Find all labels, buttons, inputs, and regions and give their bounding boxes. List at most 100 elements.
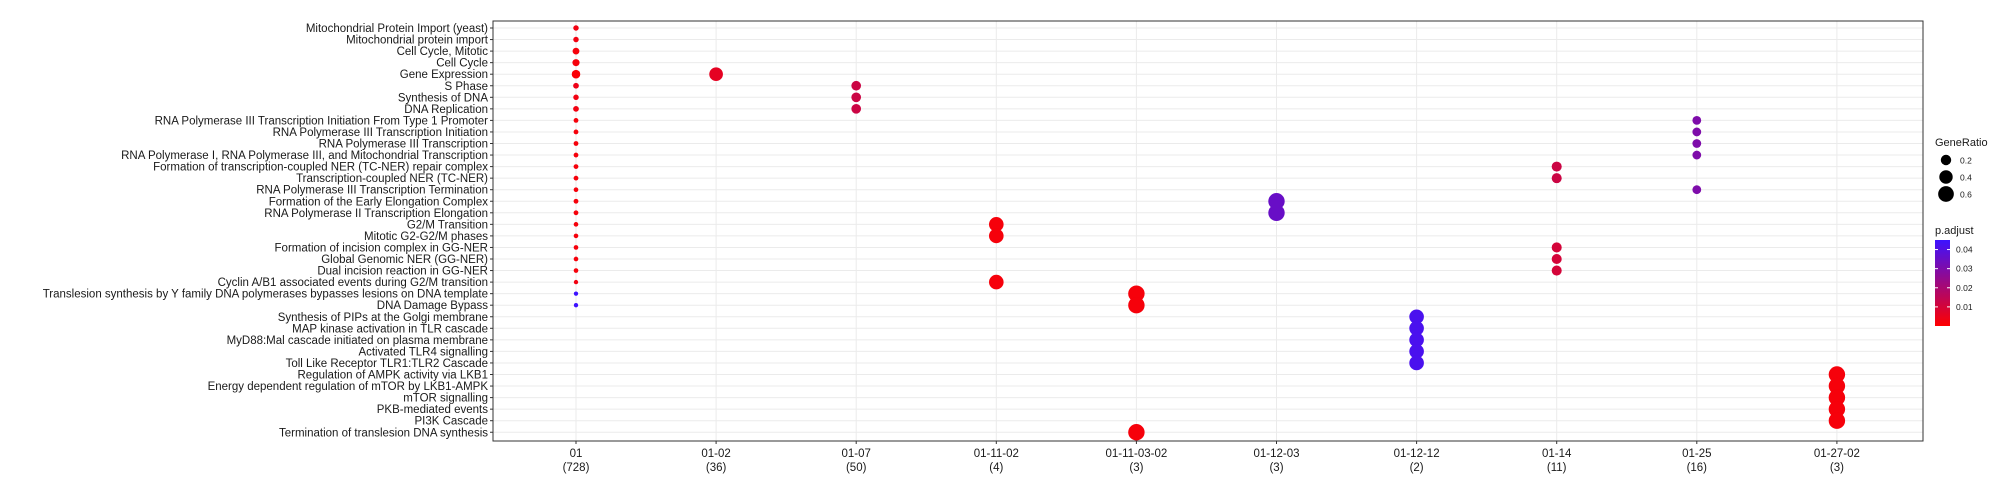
y-tick-label: Synthesis of PIPs at the Golgi membrane <box>278 312 488 324</box>
y-tick-label: RNA Polymerase III Transcription Termina… <box>256 185 488 197</box>
p-adjust-colorbar <box>1935 240 1950 326</box>
data-point <box>573 94 579 101</box>
data-point <box>709 67 723 82</box>
x-tick-label: 01-14 <box>1542 448 1572 460</box>
y-tick-label: PI3K Cascade <box>414 416 488 428</box>
data-point <box>1692 139 1702 148</box>
y-tick-label: PKB-mediated events <box>377 404 488 416</box>
x-tick-label: 01-27-02 <box>1814 448 1860 460</box>
data-point <box>573 129 579 135</box>
x-tick-count: (16) <box>1687 462 1708 474</box>
plot-panel-border <box>492 20 1924 442</box>
x-tick-count: (4) <box>989 462 1003 474</box>
data-point <box>573 210 579 216</box>
y-tick-label: Cell Cycle <box>436 58 488 70</box>
gene-ratio-legend-label: 0.6 <box>1960 190 1972 200</box>
y-tick-label: Synthesis of DNA <box>398 92 488 104</box>
data-point <box>1268 193 1285 210</box>
y-tick-label: Global Genomic NER (GG-NER) <box>321 254 488 266</box>
y-tick-label: G2/M Transition <box>407 219 488 231</box>
gene-ratio-legend-key <box>1939 170 1953 184</box>
y-tick-label: Cell Cycle, Mitotic <box>397 46 489 58</box>
data-point <box>1828 377 1846 395</box>
x-tick-count: (2) <box>1410 462 1424 474</box>
y-tick-label: Formation of incision complex in GG-NER <box>275 242 488 254</box>
y-tick-label: RNA Polymerase II Transcription Elongati… <box>264 208 488 220</box>
p-adjust-legend-label: 0.01 <box>1956 302 1973 312</box>
x-tick-label: 01 <box>570 448 583 460</box>
gene-ratio-legend-key <box>1938 186 1954 202</box>
data-point <box>573 82 579 89</box>
y-tick-label: Dual incision reaction in GG-NER <box>317 266 488 278</box>
gene-ratio-legend-label: 0.4 <box>1960 173 1972 183</box>
x-tick-label: 01-12-03 <box>1253 448 1299 460</box>
data-point <box>573 291 579 296</box>
x-tick-count: (36) <box>706 462 727 474</box>
data-point <box>573 198 579 204</box>
x-tick-count: (728) <box>563 462 590 474</box>
x-tick-count: (11) <box>1547 462 1567 474</box>
y-tick-label: Mitotic G2-G2/M phases <box>364 231 488 243</box>
y-tick-label: S Phase <box>445 81 488 93</box>
data-point <box>1551 265 1562 276</box>
data-point <box>851 80 862 91</box>
data-point <box>1692 185 1702 195</box>
data-point <box>573 25 579 31</box>
data-point <box>573 222 579 227</box>
x-tick-label: 01-02 <box>701 448 730 460</box>
data-point <box>573 175 579 181</box>
data-point <box>1551 161 1562 172</box>
p-adjust-legend-label: 0.03 <box>1956 264 1973 274</box>
x-tick-count: (50) <box>846 462 867 474</box>
y-tick-label: Translesion synthesis by Y family DNA po… <box>43 289 488 301</box>
data-point <box>573 152 579 158</box>
x-tick-count: (3) <box>1269 462 1283 474</box>
data-point <box>1551 242 1562 253</box>
y-tick-label: RNA Polymerase III Transcription <box>319 139 488 151</box>
data-point <box>989 228 1004 244</box>
data-point <box>573 279 579 285</box>
x-tick-label: 01-25 <box>1682 448 1711 460</box>
y-tick-label: MAP kinase activation in TLR cascade <box>292 323 488 335</box>
data-point <box>989 274 1004 290</box>
gene-ratio-legend: GeneRatio 0.2 0.4 0.6 <box>1935 137 1988 202</box>
data-point <box>573 268 579 273</box>
data-point <box>572 47 580 55</box>
data-point <box>1409 344 1424 359</box>
data-point <box>989 217 1004 232</box>
data-point <box>851 92 862 103</box>
data-point <box>573 256 579 262</box>
data-point <box>1828 400 1846 418</box>
y-tick-label: Cyclin A/B1 associated events during G2/… <box>218 277 488 289</box>
data-point <box>572 59 580 67</box>
data-point <box>1128 424 1145 441</box>
x-tick-count: (3) <box>1129 462 1143 474</box>
y-tick-label: DNA Damage Bypass <box>377 300 488 312</box>
data-point <box>1551 173 1562 184</box>
data-point <box>1692 127 1702 137</box>
y-tick-label: Mitochondrial Protein Import (yeast) <box>306 23 488 35</box>
data-point <box>1128 297 1145 314</box>
data-point <box>1268 204 1285 221</box>
gene-ratio-legend-key <box>1940 154 1952 166</box>
y-tick-label: RNA Polymerase III Transcription Initiat… <box>155 115 489 127</box>
p-adjust-legend-label: 0.02 <box>1956 283 1973 293</box>
data-point <box>1409 332 1424 348</box>
data-point <box>573 164 579 170</box>
data-point <box>573 187 579 193</box>
x-axis-labels: 01 (728) 01-02 (36) 01-07 (50) 01-11-02 (4) 01-1… <box>563 441 1860 474</box>
data-point <box>1409 309 1424 325</box>
p-adjust-legend-title: p.adjust <box>1935 225 1974 237</box>
data-point <box>851 104 862 114</box>
y-tick-label: Energy dependent regulation of mTOR by L… <box>208 381 489 393</box>
x-tick-label: 01-11-03-02 <box>1105 448 1167 460</box>
y-tick-label: Formation of transcription-coupled NER (… <box>153 162 488 174</box>
data-point <box>573 36 579 43</box>
data-point <box>573 245 579 250</box>
grid-layer <box>493 21 1923 441</box>
y-tick-label: RNA Polymerase III Transcription Initiat… <box>273 127 488 139</box>
data-point <box>571 69 581 79</box>
gene-ratio-legend-label: 0.2 <box>1960 156 1972 166</box>
data-point <box>1828 389 1846 406</box>
